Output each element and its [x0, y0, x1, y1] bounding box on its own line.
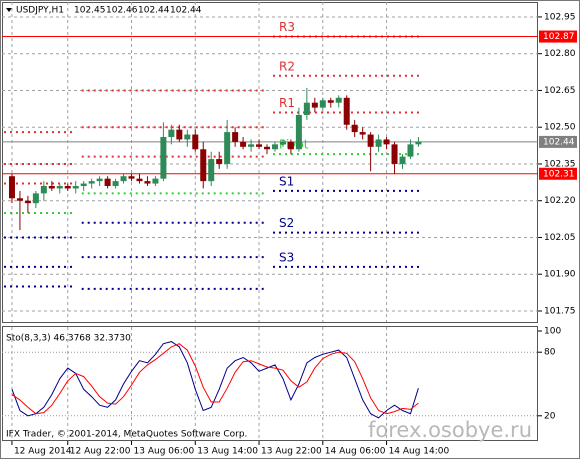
y-tick-label: 102.50 [544, 123, 576, 133]
candle-body [335, 97, 342, 103]
candle-body [351, 124, 358, 133]
stochastic-line [11, 343, 419, 415]
price-box [539, 30, 577, 43]
candle-body [271, 144, 278, 150]
candle-body [160, 137, 167, 179]
x-tick-label: 13 Aug 14:00 [197, 447, 258, 457]
y-tick-label: 102.80 [544, 49, 576, 59]
quote-open: 102.45 [74, 6, 106, 16]
candle-body [112, 181, 119, 187]
price-box [539, 135, 577, 148]
candle-body [8, 176, 15, 199]
level-label: S2 [279, 216, 294, 230]
y-tick-label: 101.75 [544, 306, 576, 316]
watermark: forex.osobye.ru [368, 418, 532, 442]
y-tick-label: 100 [544, 327, 561, 337]
candle-body [303, 102, 310, 115]
x-tick-label: 14 Aug 06:00 [325, 447, 386, 457]
candle-body [176, 129, 183, 140]
candle-body [72, 186, 79, 189]
candle-body [16, 198, 23, 201]
candle-body [240, 141, 247, 147]
candle-body [208, 159, 215, 182]
candle-body [80, 183, 87, 187]
menu-arrow[interactable] [6, 8, 12, 12]
level-label: R3 [279, 20, 295, 34]
indicator-title: Sto(8,3,3) 46.3768 32.3730 [6, 334, 131, 344]
candle-body [216, 159, 223, 164]
x-tick-label: 12 Aug 2014 [14, 447, 72, 457]
y-tick-label: 102.35 [544, 159, 576, 169]
candle-body [152, 178, 159, 184]
level-label: R2 [279, 59, 295, 73]
price-panel [2, 2, 538, 323]
candle-body [120, 176, 127, 182]
candle-body [168, 129, 175, 138]
candle-body [287, 141, 294, 150]
quote-low: 102.44 [138, 6, 170, 16]
candle-body [256, 144, 263, 147]
candle-body [311, 102, 318, 108]
candle-body [295, 114, 302, 150]
candle-body [232, 132, 239, 142]
candle-body [104, 178, 111, 187]
candle-body [128, 176, 135, 179]
price-box-label: 102.44 [543, 137, 575, 147]
x-tick-label: 12 Aug 22:00 [70, 447, 131, 457]
level-label: S1 [279, 174, 294, 188]
y-tick-label: 102.20 [544, 196, 576, 206]
candle-body [88, 181, 95, 184]
candle-body [359, 132, 366, 135]
symbol: USDJPY,H1 [16, 6, 64, 16]
candle-body [279, 141, 286, 145]
candle-body [399, 156, 406, 164]
candle-body [319, 100, 326, 108]
candle-body [200, 149, 207, 182]
price-box-label: 102.31 [543, 169, 575, 179]
y-tick-label: 102.05 [544, 233, 576, 243]
x-tick-label: 14 Aug 14:00 [389, 447, 450, 457]
stochastic-panel [2, 326, 538, 441]
quote-high: 102.46 [106, 6, 138, 16]
price-box-label: 102.87 [543, 32, 575, 42]
candle-body [192, 134, 199, 150]
candle-body [48, 186, 55, 189]
candle-body [136, 178, 143, 182]
candle-body [367, 134, 374, 147]
candle-body [264, 146, 271, 150]
y-tick-label: 20 [544, 411, 556, 421]
candle-body [415, 141, 422, 145]
candle-body [383, 139, 390, 145]
candle-body [32, 193, 39, 204]
y-tick-label: 101.90 [544, 270, 576, 280]
x-tick-label: 13 Aug 06:00 [134, 447, 195, 457]
candle-body [343, 97, 350, 125]
candle-body [327, 100, 334, 103]
candle-body [64, 186, 71, 189]
candle-body [24, 200, 31, 204]
quote-close: 102.44 [170, 6, 202, 16]
candle-body [248, 144, 255, 147]
candle-body [375, 139, 382, 147]
candle-body [144, 181, 151, 184]
candle-body [224, 132, 231, 164]
candle-body [56, 186, 63, 189]
stochastic-line [11, 341, 419, 419]
y-tick-label: 80 [544, 348, 556, 358]
candle-body [184, 134, 191, 140]
level-label: S3 [279, 250, 294, 264]
copyright: IFX Trader, © 2001-2014, MetaQuotes Soft… [6, 430, 247, 440]
candle-body [407, 144, 414, 157]
candle-body [40, 186, 47, 194]
price-box [539, 167, 577, 180]
y-tick-label: 102.95 [544, 12, 576, 22]
candle-body [391, 144, 398, 164]
y-tick-label: 102.65 [544, 86, 576, 96]
level-label: R1 [279, 96, 295, 110]
candle-body [96, 178, 103, 182]
x-tick-label: 13 Aug 22:00 [261, 447, 322, 457]
